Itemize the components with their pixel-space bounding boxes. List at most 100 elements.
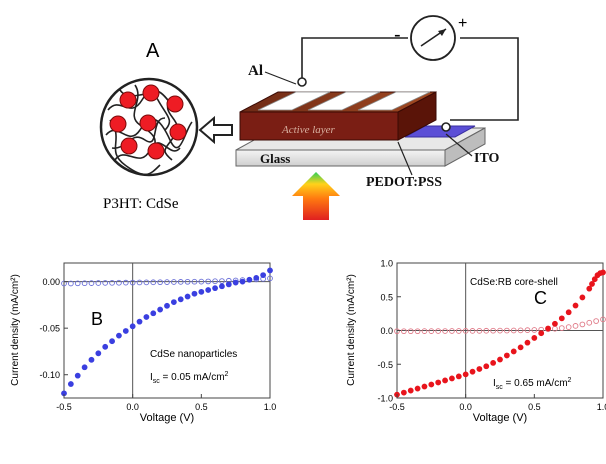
light-data-point xyxy=(524,339,531,346)
light-data-point xyxy=(246,276,253,283)
light-data-point xyxy=(400,389,407,396)
light-data-point xyxy=(490,359,497,366)
ito-label: ITO xyxy=(474,151,500,166)
light-data-point xyxy=(600,269,606,276)
dark-data-point xyxy=(267,275,273,282)
dark-data-point xyxy=(401,328,407,335)
dark-data-point xyxy=(476,327,483,334)
light-arrow-icon xyxy=(292,172,340,220)
light-data-point xyxy=(586,285,593,292)
light-data-point xyxy=(483,363,490,370)
isc-subscript: sc xyxy=(153,378,161,385)
isc-value: = 0.05 mA/cm xyxy=(160,372,225,383)
light-data-point xyxy=(205,287,212,293)
isc-symbol: I xyxy=(150,372,153,383)
light-data-point xyxy=(102,343,109,350)
light-data-point xyxy=(74,372,81,379)
light-data-point xyxy=(232,279,239,286)
light-data-point xyxy=(558,315,565,322)
panel-a-letter: A xyxy=(146,40,160,62)
light-data-point xyxy=(579,294,586,301)
light-data-point xyxy=(95,350,102,357)
al-label: Al xyxy=(248,63,263,79)
x-tick-label: 0.0 xyxy=(459,402,472,412)
panel-a-caption: P3HT: CdSe xyxy=(103,196,179,212)
light-data-point xyxy=(184,293,191,300)
dark-data-point xyxy=(129,279,136,286)
dark-data-point xyxy=(191,278,198,285)
light-data-point xyxy=(81,364,88,371)
light-data-point xyxy=(421,383,428,390)
x-tick-label: 0.0 xyxy=(126,402,139,412)
light-data-point xyxy=(253,274,260,281)
panel-b-jv-chart: 0.00 -0.05 -0.10 -0.5 0.0 0.5 1.0 B CdSe nano… xyxy=(10,262,276,424)
x-tick-label: 1.0 xyxy=(597,402,606,412)
light-data-point xyxy=(129,323,136,330)
panel-b-y-ticks: 0.00 -0.05 -0.10 xyxy=(39,277,68,380)
x-tick-label: 1.0 xyxy=(264,402,277,412)
dark-data-point xyxy=(95,280,102,286)
dark-data-point xyxy=(81,280,88,287)
light-data-point xyxy=(219,283,225,290)
dark-data-point xyxy=(586,319,593,326)
panel-b-dark-series xyxy=(61,275,273,287)
panel-c-annotation: CdSe:RB core-shell xyxy=(470,277,558,288)
dark-data-point xyxy=(449,328,455,334)
light-data-point xyxy=(531,335,538,341)
al-pointer xyxy=(264,71,297,85)
y-tick-label: 0.0 xyxy=(380,326,393,336)
light-data-point xyxy=(198,288,205,295)
light-data-point xyxy=(449,375,455,382)
dark-data-point xyxy=(517,327,524,334)
x-tick-label: 0.5 xyxy=(195,402,208,412)
light-data-point xyxy=(67,381,74,387)
light-data-point xyxy=(225,281,232,288)
dark-data-point xyxy=(504,327,510,334)
dark-data-point xyxy=(61,280,67,287)
dark-data-point xyxy=(171,279,177,285)
panel-c-dark-series xyxy=(394,316,606,335)
dark-data-point xyxy=(428,328,435,334)
light-data-point xyxy=(109,338,115,345)
light-data-point xyxy=(455,373,462,380)
dark-data-point xyxy=(143,279,150,286)
light-data-point xyxy=(143,314,150,320)
panel-b-xlabel: Voltage (V) xyxy=(140,412,194,424)
dark-data-point xyxy=(469,328,476,334)
y-tick-label: -0.10 xyxy=(39,370,60,380)
y-tick-label: -0.5 xyxy=(377,360,393,370)
dark-data-point xyxy=(184,278,191,285)
light-data-point xyxy=(88,356,95,363)
panel-b-light-series xyxy=(61,267,273,397)
panel-c-y-ticks: 1.0 0.5 0.0 -0.5 -1.0 xyxy=(377,259,401,404)
light-data-point xyxy=(469,368,476,375)
ito-contact xyxy=(441,122,451,132)
light-data-point xyxy=(177,296,184,303)
cdse-nanoparticles xyxy=(109,84,187,160)
light-data-point xyxy=(239,278,246,285)
light-data-point xyxy=(116,332,122,339)
dark-data-point xyxy=(565,324,572,330)
y-tick-label: -1.0 xyxy=(377,394,393,404)
light-data-point xyxy=(442,377,448,384)
dark-data-point xyxy=(421,328,428,334)
dark-data-point xyxy=(600,316,606,323)
light-data-point xyxy=(267,267,273,274)
light-data-point xyxy=(122,328,129,334)
dark-data-point xyxy=(164,279,170,285)
dark-data-point xyxy=(205,278,212,285)
pedot-label: PEDOT:PSS xyxy=(366,175,442,190)
light-data-point xyxy=(589,281,595,287)
light-data-point xyxy=(462,371,469,378)
light-data-point xyxy=(260,272,267,278)
pedot-pointer xyxy=(397,141,413,176)
panel-b-isc-annotation: Isc = 0.05 mA/cm2 xyxy=(150,371,229,385)
panel-b-x-ticks: -0.5 0.0 0.5 1.0 xyxy=(56,394,276,412)
dark-data-point xyxy=(435,328,442,334)
light-data-point xyxy=(414,385,421,392)
al-contact xyxy=(297,77,307,87)
light-data-point xyxy=(538,330,545,337)
dark-data-point xyxy=(136,279,143,286)
panel-a-device-schematic: A xyxy=(99,15,519,220)
